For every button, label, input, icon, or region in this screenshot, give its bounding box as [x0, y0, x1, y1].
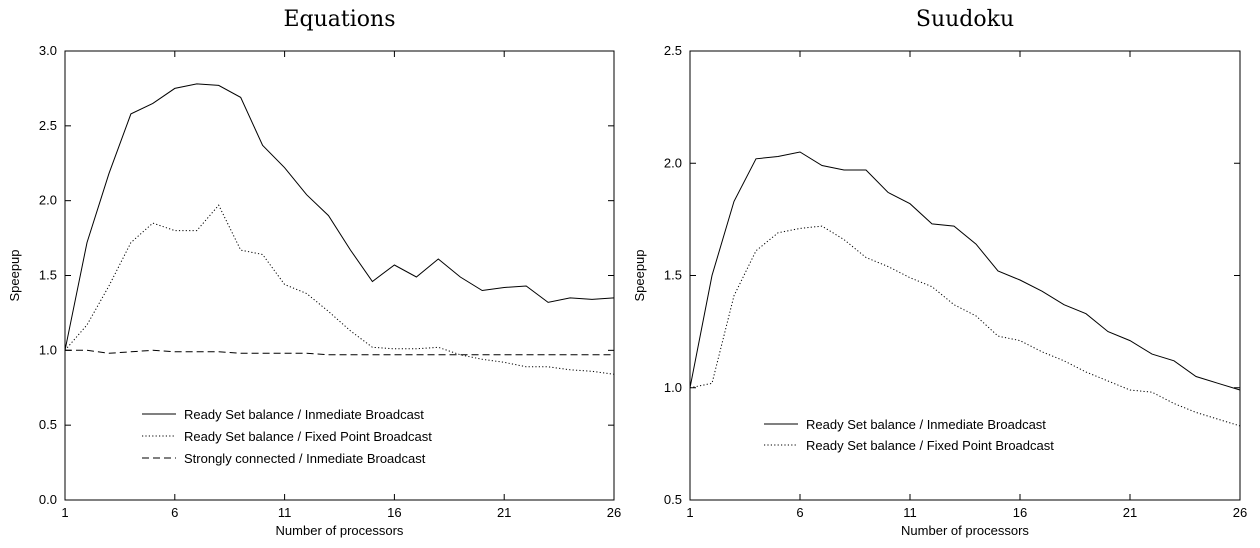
series-line-1: [64, 83, 615, 351]
x-tick-label: 26: [607, 505, 621, 520]
legend-label: Ready Set balance / Fixed Point Broadcas…: [806, 438, 1054, 453]
y-tick-label: 1.5: [664, 268, 682, 283]
y-tick-label: 1.0: [39, 342, 57, 357]
x-tick-label: 16: [387, 505, 401, 520]
y-tick-label: 2.5: [664, 43, 682, 58]
chart-title: Equations: [283, 7, 395, 32]
y-tick-label: 2.0: [39, 193, 57, 208]
y-tick-label: 0.0: [39, 492, 57, 507]
x-tick-label: 6: [796, 505, 803, 520]
legend-label: Ready Set balance / Fixed Point Broadcas…: [184, 429, 432, 444]
x-tick-label: 6: [171, 505, 178, 520]
legend-label: Strongly connected / Inmediate Broadcast: [184, 451, 426, 466]
y-tick-label: 2.5: [39, 118, 57, 133]
x-axis-label: Number of processors: [901, 523, 1029, 538]
legend-label: Ready Set balance / Inmediate Broadcast: [184, 407, 424, 422]
x-tick-label: 21: [497, 505, 511, 520]
x-tick-label: 26: [1233, 505, 1247, 520]
x-tick-label: 21: [1123, 505, 1137, 520]
x-tick-label: 11: [903, 505, 917, 520]
x-axis-label: Number of processors: [276, 523, 404, 538]
y-tick-label: 0.5: [39, 417, 57, 432]
chart-title: Suudoku: [916, 7, 1014, 32]
series-line-2: [64, 204, 615, 375]
legend-label: Ready Set balance / Inmediate Broadcast: [806, 417, 1046, 432]
series-line-1: [689, 151, 1241, 391]
x-tick-label: 11: [278, 505, 292, 520]
y-axis-label: Speepup: [7, 249, 22, 301]
y-tick-label: 1.5: [39, 268, 57, 283]
x-tick-label: 1: [61, 505, 68, 520]
series-line-3: [65, 349, 614, 356]
y-tick-label: 1.0: [664, 380, 682, 395]
y-tick-label: 3.0: [39, 43, 57, 58]
series-line-2: [689, 225, 1241, 427]
x-tick-label: 16: [1013, 505, 1027, 520]
plot-frame: [689, 50, 1241, 501]
x-tick-label: 1: [686, 505, 693, 520]
y-tick-label: 2.0: [664, 155, 682, 170]
y-axis-label: Speepup: [632, 249, 647, 301]
y-tick-label: 0.5: [664, 492, 682, 507]
